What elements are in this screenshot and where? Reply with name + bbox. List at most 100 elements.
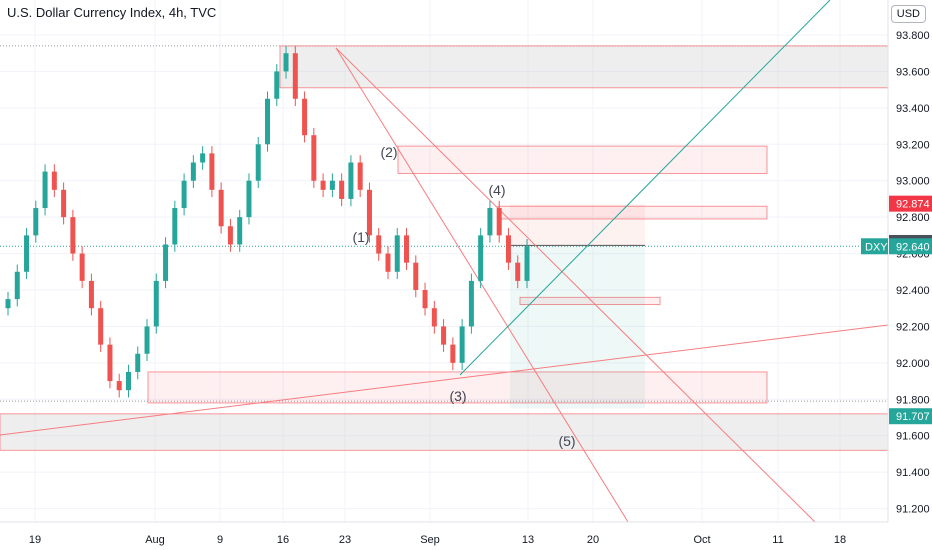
candle-body <box>246 180 252 218</box>
candle-body <box>125 371 131 391</box>
x-tick-label: 19 <box>29 534 41 546</box>
candle-body <box>292 53 298 99</box>
y-tick-label: 91.600 <box>896 431 930 443</box>
candle-body <box>311 135 317 181</box>
candle-body <box>302 98 308 136</box>
x-tick-label: 13 <box>522 534 534 546</box>
candle-body <box>144 326 150 354</box>
trendline-shallow <box>335 47 816 523</box>
y-tick-label: 93.600 <box>896 66 930 78</box>
candle-body <box>79 253 85 281</box>
candle-body <box>163 244 169 281</box>
price-label: 92.640 <box>896 241 930 253</box>
currency-button[interactable]: USD <box>890 5 926 23</box>
x-tick-label: 9 <box>217 534 223 546</box>
y-tick-label: 93.000 <box>896 176 930 188</box>
candle-body <box>61 189 67 218</box>
candle-body <box>153 280 159 327</box>
candle-body <box>487 208 493 236</box>
candle-body <box>515 262 521 281</box>
candle-body <box>107 344 113 382</box>
candle-body <box>218 189 224 227</box>
candle-body <box>505 235 511 263</box>
y-tick-label: 91.800 <box>896 394 930 406</box>
candle-body <box>422 289 428 309</box>
wave-label: (4) <box>488 182 505 198</box>
candle-body <box>265 98 270 145</box>
y-tick-label: 91.400 <box>896 467 930 479</box>
zone-red <box>519 296 661 305</box>
projection-stop-box <box>510 204 645 247</box>
candle-body <box>24 235 30 272</box>
x-tick-label: Aug <box>145 534 165 546</box>
x-tick-label: 18 <box>834 534 846 546</box>
candle-body <box>237 217 243 245</box>
candle-body <box>200 153 206 163</box>
x-tick-label: 16 <box>277 534 289 546</box>
wave-label: (1) <box>352 229 369 245</box>
candle-body <box>283 53 289 72</box>
y-tick-label: 92.000 <box>896 358 930 370</box>
candle-body <box>33 208 39 236</box>
candle-body <box>98 308 104 345</box>
candle-body <box>181 180 187 209</box>
candle-body <box>70 217 76 254</box>
candle-body <box>376 235 382 254</box>
y-tick-label: 92.400 <box>896 285 930 297</box>
x-tick-label: 23 <box>339 534 351 546</box>
trendline-steep <box>335 47 629 523</box>
candle-body <box>116 381 122 391</box>
wave-label: (5) <box>558 433 575 449</box>
candle-body <box>366 189 372 236</box>
y-tick-label: 93.400 <box>896 103 930 115</box>
y-tick-label: 92.200 <box>896 321 930 333</box>
candle-body <box>459 326 465 363</box>
zone-red <box>147 371 768 404</box>
candle-body <box>135 353 141 372</box>
x-tick-label: Sep <box>420 534 440 546</box>
candle-body <box>339 180 345 199</box>
candle-body <box>450 344 456 363</box>
candle-body <box>320 180 326 190</box>
price-label-box <box>889 408 932 425</box>
candle-body <box>227 226 233 245</box>
x-tick-label: 20 <box>587 534 599 546</box>
candle-body <box>88 280 94 309</box>
price-axis <box>888 0 932 550</box>
candle-body <box>413 262 419 290</box>
candle-body <box>496 208 502 236</box>
price-label-box <box>889 195 932 212</box>
candle-body <box>468 280 474 327</box>
candle-body <box>441 326 447 345</box>
candle-body <box>385 253 391 272</box>
candle-body <box>255 144 261 181</box>
candle-body <box>274 71 280 99</box>
trendline-rising <box>459 0 831 376</box>
price-label: 91.707 <box>896 411 930 423</box>
candle-body <box>14 271 20 300</box>
zone-red <box>397 145 768 174</box>
candle-body <box>51 171 57 190</box>
candle-body <box>431 308 437 327</box>
x-tick-label: Oct <box>693 534 710 546</box>
wave-label: (3) <box>449 388 466 404</box>
price-label: 92.874 <box>896 199 930 211</box>
candle-body <box>209 153 215 190</box>
candle-body <box>42 171 48 209</box>
candle-body <box>5 299 11 309</box>
trendline-support <box>0 324 889 436</box>
candle-body <box>348 162 354 199</box>
wave-label: (2) <box>380 144 397 160</box>
candle-body <box>524 246 530 281</box>
zone-gray <box>279 45 889 89</box>
y-tick-label: 93.200 <box>896 139 930 151</box>
symbol-label-box <box>861 238 888 255</box>
candle-body <box>404 235 410 263</box>
y-tick-label: 93.800 <box>896 30 930 42</box>
candle-body <box>190 162 196 181</box>
price-label-box <box>889 238 932 255</box>
y-tick-label: 92.800 <box>896 212 930 224</box>
x-tick-label: 11 <box>772 534 783 546</box>
symbol-label: DXY <box>865 241 888 253</box>
